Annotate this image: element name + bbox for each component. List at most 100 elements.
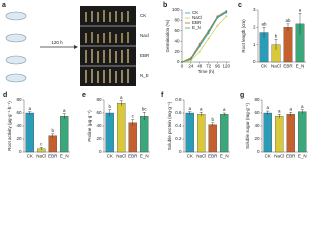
y-tick-label: 60	[96, 110, 102, 115]
point	[181, 61, 183, 63]
bar	[275, 116, 284, 153]
bar	[25, 112, 34, 153]
x-tick-label: NaCl	[271, 64, 281, 69]
x-tick-label: 48	[197, 64, 203, 69]
y-tick-label: 40	[254, 123, 260, 128]
panel-label: e	[82, 92, 86, 99]
point	[225, 15, 228, 18]
x-tick-label: E_N	[220, 154, 229, 159]
y-axis-label: Proline (µg·g⁻¹)	[87, 110, 92, 142]
error-bar	[142, 112, 146, 121]
error-bar	[131, 119, 135, 126]
x-tick-label: 24	[188, 64, 194, 69]
significance-letter: b	[108, 104, 111, 109]
error-bar	[300, 109, 304, 114]
y-tick-label: 80	[254, 97, 260, 102]
significance-letter: b	[275, 34, 278, 39]
error-bar	[298, 13, 302, 35]
point	[189, 57, 192, 60]
y-tick-label: 20	[96, 136, 102, 141]
point	[207, 30, 210, 33]
legend-label: E_N	[192, 25, 201, 30]
panel-label: d	[3, 92, 7, 99]
significance-letter: a	[200, 107, 203, 112]
bar	[298, 111, 307, 153]
panel-label: a	[2, 2, 6, 9]
y-tick-label: 40	[96, 123, 102, 128]
significance-letter: ab	[261, 22, 267, 27]
significance-letter: a	[278, 108, 281, 113]
y-tick-label: 20	[174, 49, 180, 54]
significance-letter: b	[211, 117, 214, 122]
y-tick-label: 0	[99, 149, 102, 154]
bar	[48, 135, 57, 153]
series-line	[181, 10, 227, 63]
y-tick-label: 0.6	[175, 110, 182, 115]
x-tick-label: E_N	[298, 154, 307, 159]
panel-label: g	[240, 92, 244, 99]
bar	[263, 112, 272, 153]
significance-letter: bc	[142, 107, 148, 112]
error-bar	[119, 100, 123, 106]
legend-label: NaCl	[192, 15, 202, 20]
y-tick-label: 60	[174, 28, 180, 33]
significance-letter: a	[301, 104, 304, 109]
point	[189, 59, 192, 62]
bar	[140, 116, 149, 153]
y-tick-label: 3	[253, 7, 256, 12]
y-tick-label: 0	[257, 149, 260, 154]
error-bar	[274, 39, 278, 50]
y-tick-label: 20	[16, 136, 22, 141]
y-tick-label: 80	[174, 18, 180, 23]
x-tick-label: 0	[181, 64, 184, 69]
point	[225, 10, 228, 13]
significance-letter: a	[28, 106, 31, 111]
error-bar	[211, 122, 215, 127]
error-bar	[51, 133, 55, 138]
y-tick-label: 40	[174, 38, 180, 43]
x-tick-label: E_N	[60, 154, 69, 159]
significance-letter: c	[132, 114, 135, 119]
significance-letter: a	[266, 105, 269, 110]
error-bar	[289, 112, 293, 117]
bar	[128, 122, 137, 153]
legend-label: EBR	[192, 20, 202, 25]
row-label: EBR	[140, 53, 150, 58]
y-tick-label: 0	[179, 149, 182, 154]
y-tick-label: 0	[19, 149, 22, 154]
y-axis-label: Germination (%)	[165, 19, 170, 52]
x-tick-label: 72	[206, 64, 212, 69]
panel-label: f	[161, 92, 164, 99]
error-bar	[62, 113, 66, 119]
significance-letter: a	[63, 108, 66, 113]
significance-letter: ab	[285, 18, 291, 23]
error-bar	[39, 147, 43, 151]
x-tick-label: EBR	[283, 64, 293, 69]
y-tick-label: 2	[253, 25, 256, 30]
y-tick-label: 20	[254, 136, 260, 141]
significance-letter: a	[299, 8, 302, 13]
bar	[60, 116, 69, 153]
series-line	[181, 12, 227, 63]
x-tick-label: CK	[187, 154, 193, 159]
significance-letter: c	[40, 142, 43, 147]
x-tick-label: NaCl	[274, 154, 284, 159]
bar	[220, 114, 229, 153]
x-tick-label: CK	[265, 154, 271, 159]
row-label: N_E	[140, 73, 149, 78]
x-tick-label: EBR	[48, 154, 58, 159]
bar	[117, 103, 126, 153]
x-tick-label: E_N	[140, 154, 149, 159]
y-tick-label: 100	[172, 7, 180, 12]
y-tick-label: 60	[16, 110, 22, 115]
error-bar	[108, 109, 112, 117]
point	[216, 16, 219, 19]
y-tick-label: 0	[177, 59, 180, 64]
x-axis-label: Time (h)	[198, 69, 215, 74]
significance-letter: a	[120, 95, 123, 100]
error-bar	[199, 112, 203, 117]
significance-letter: a	[188, 106, 191, 111]
y-tick-label: 80	[96, 97, 102, 102]
bar	[208, 124, 217, 153]
